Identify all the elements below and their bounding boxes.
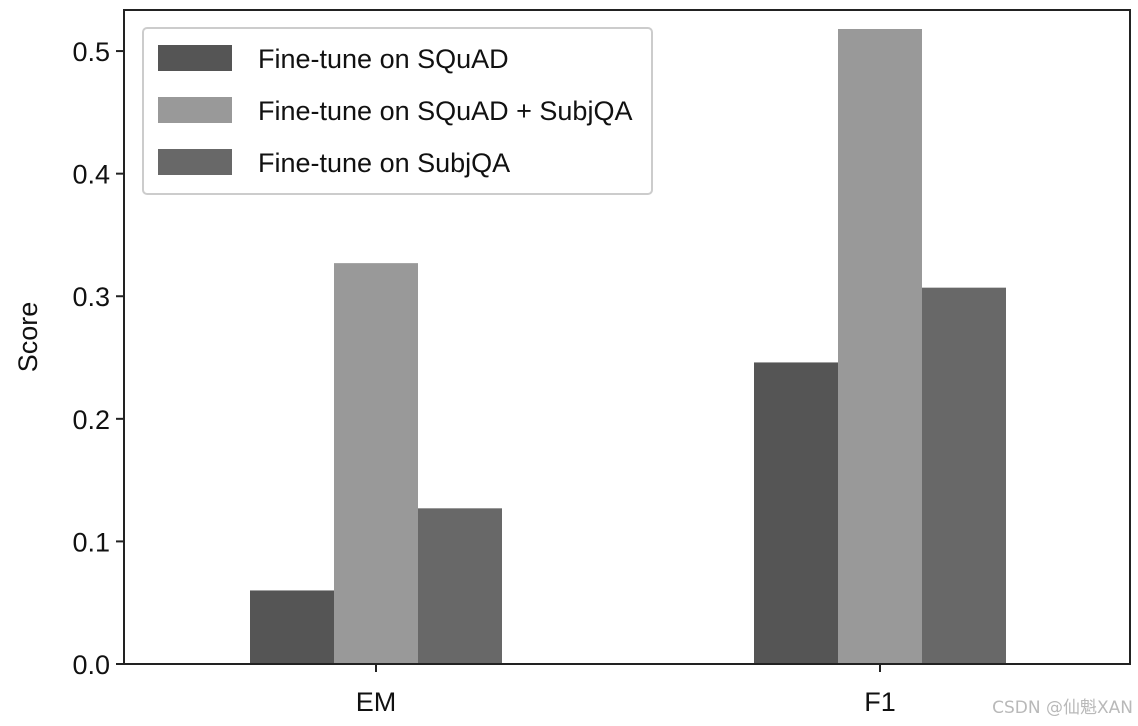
y-tick-label: 0.5 bbox=[72, 37, 110, 67]
watermark: CSDN @仙魁XAN bbox=[992, 698, 1133, 718]
legend-swatch bbox=[158, 149, 232, 175]
legend-label: Fine-tune on SQuAD bbox=[258, 44, 509, 74]
plot-frame bbox=[123, 9, 1131, 665]
legend: Fine-tune on SQuAD Fine-tune on SQuAD + S… bbox=[142, 27, 653, 195]
y-tick-label: 0.3 bbox=[72, 282, 110, 312]
y-tick-label: 0.0 bbox=[72, 650, 110, 680]
bar-group bbox=[250, 29, 1006, 665]
x-axis: EM F1 bbox=[356, 664, 896, 717]
legend-box bbox=[142, 27, 653, 195]
bar-f1-series-3 bbox=[922, 287, 1006, 664]
y-axis-title: Score bbox=[13, 302, 43, 373]
x-tick-label: F1 bbox=[864, 687, 896, 717]
y-tick-label: 0.1 bbox=[72, 527, 110, 557]
y-axis: 0.0 0.1 0.2 0.3 0.4 0.5 bbox=[72, 37, 124, 680]
legend-label: Fine-tune on SQuAD + SubjQA bbox=[258, 96, 632, 126]
bar-em-series-2 bbox=[334, 263, 418, 664]
bar-f1-series-2 bbox=[838, 29, 922, 665]
legend-swatch bbox=[158, 45, 232, 71]
legend-swatch bbox=[158, 97, 232, 123]
legend-label: Fine-tune on SubjQA bbox=[258, 148, 510, 178]
bar-em-series-1 bbox=[250, 590, 334, 664]
x-tick-label: EM bbox=[356, 687, 397, 717]
bar-em-series-3 bbox=[418, 508, 502, 664]
y-tick-label: 0.4 bbox=[72, 160, 110, 190]
bar-f1-series-1 bbox=[754, 362, 838, 664]
y-tick-label: 0.2 bbox=[72, 405, 110, 435]
